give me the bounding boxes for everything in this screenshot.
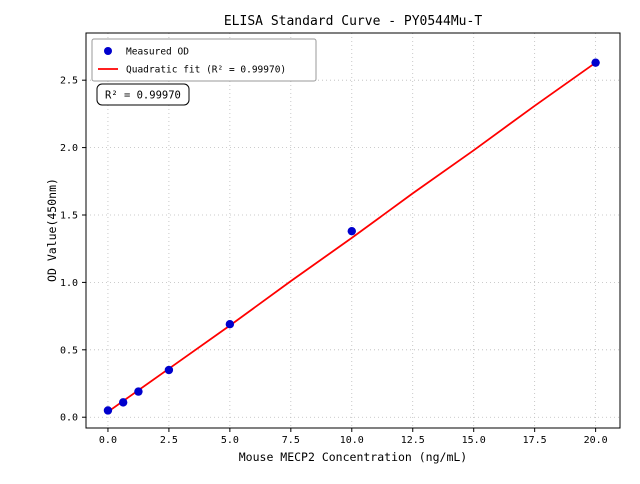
y-axis-label: OD Value(450nm) bbox=[45, 178, 59, 282]
data-point bbox=[225, 319, 235, 329]
legend: Measured OD Quadratic fit (R² = 0.99970) R… bbox=[91, 38, 317, 106]
x-tick-label: 10.0 bbox=[340, 435, 364, 446]
x-tick-label: 5.0 bbox=[221, 435, 239, 446]
x-axis-label: Mouse MECP2 Concentration (ng/mL) bbox=[239, 450, 467, 464]
data-point bbox=[118, 398, 128, 407]
legend-label: Measured OD bbox=[126, 47, 189, 58]
x-tick-label: 20.0 bbox=[584, 435, 608, 446]
legend-marker-dot bbox=[104, 47, 112, 55]
data-series bbox=[103, 58, 600, 415]
data-point bbox=[591, 58, 600, 67]
y-tick-label: 0.0 bbox=[60, 413, 78, 424]
y-tick-label: 2.5 bbox=[60, 76, 78, 87]
legend-box bbox=[91, 38, 317, 82]
legend-label: Quadratic fit (R² = 0.99970) bbox=[126, 65, 286, 76]
x-tick-label: 15.0 bbox=[462, 435, 486, 446]
data-point bbox=[103, 406, 113, 415]
y-tick-label: 1.0 bbox=[60, 278, 78, 289]
x-tick-label: 17.5 bbox=[523, 435, 547, 446]
chart-title: ELISA Standard Curve - PY0544Mu-T bbox=[224, 14, 482, 29]
x-tick-label: 12.5 bbox=[401, 435, 425, 446]
fit-line bbox=[107, 61, 597, 413]
x-tick-label: 0.0 bbox=[99, 435, 117, 446]
data-point bbox=[134, 387, 143, 396]
y-tick-label: 0.5 bbox=[60, 345, 78, 356]
y-tick-label: 2.0 bbox=[60, 143, 78, 154]
axes: 0.0 2.5 5.0 7.5 10.0 12.5 15.0 17.5 20.0 0.0 0.5 1.… bbox=[60, 32, 621, 446]
x-tick-label: 2.5 bbox=[160, 435, 178, 446]
plot-frame bbox=[85, 32, 621, 429]
r-squared-annotation: R² = 0.99970 bbox=[105, 90, 181, 102]
y-tick-label: 1.5 bbox=[60, 210, 78, 221]
x-tick-label: 7.5 bbox=[282, 435, 300, 446]
r-squared-annotation-box bbox=[96, 83, 190, 106]
data-point bbox=[347, 226, 356, 236]
data-point bbox=[164, 365, 174, 375]
